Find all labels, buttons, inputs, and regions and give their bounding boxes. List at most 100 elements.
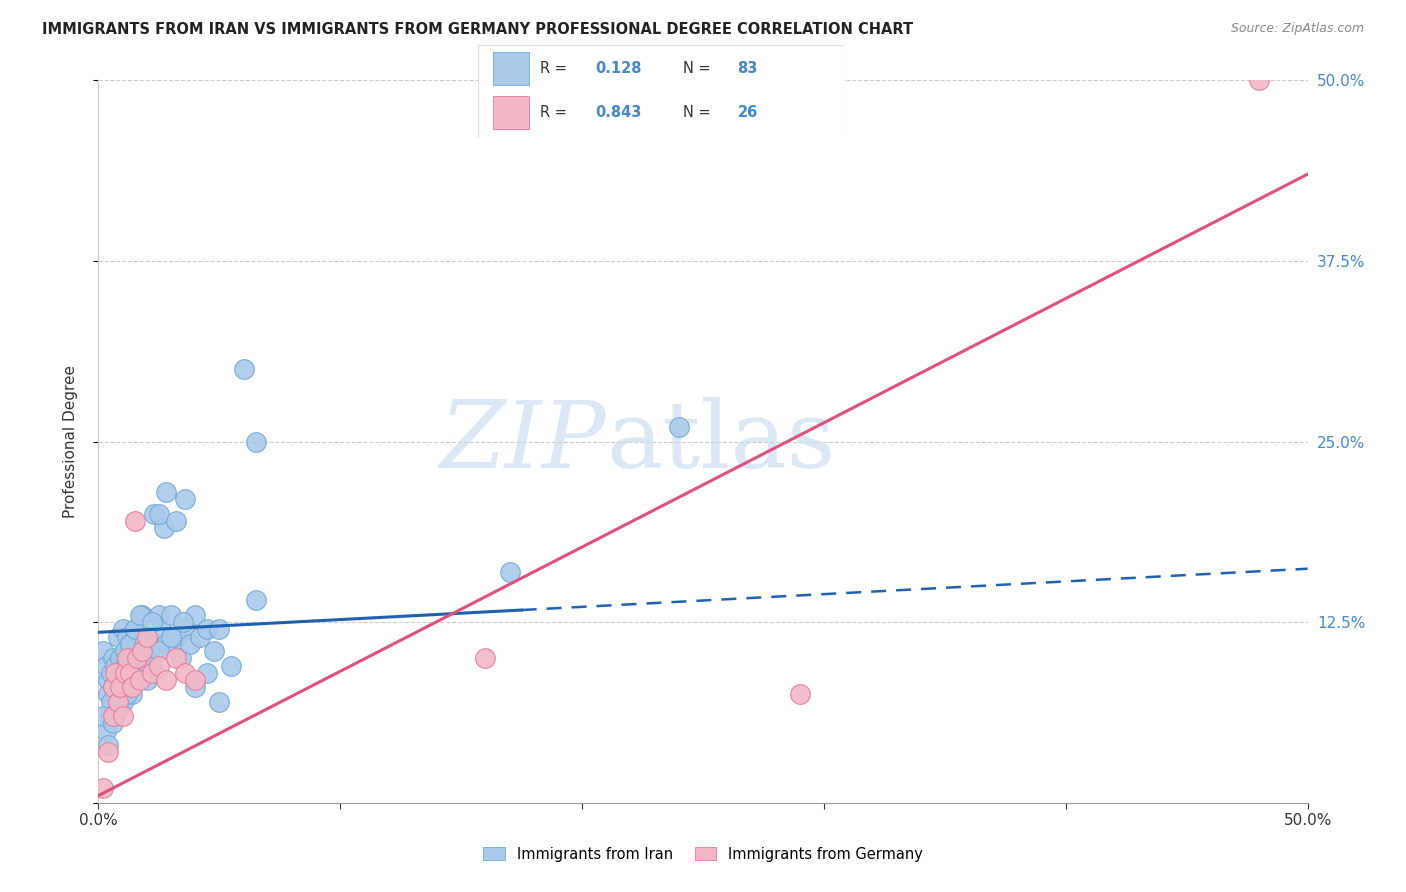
Point bbox=[124, 665, 146, 680]
Bar bbox=[492, 52, 529, 85]
Point bbox=[184, 680, 207, 694]
Point bbox=[91, 644, 114, 658]
Point bbox=[145, 637, 167, 651]
Point bbox=[184, 673, 207, 687]
Point bbox=[138, 644, 160, 658]
Point bbox=[111, 665, 134, 680]
Point bbox=[221, 658, 243, 673]
Point bbox=[474, 651, 496, 665]
Point bbox=[121, 687, 143, 701]
Point bbox=[135, 658, 157, 673]
Point bbox=[107, 673, 129, 687]
Point bbox=[245, 593, 267, 607]
Point bbox=[174, 492, 197, 507]
Point bbox=[114, 665, 136, 680]
Point bbox=[111, 695, 134, 709]
Point bbox=[100, 665, 122, 680]
Text: atlas: atlas bbox=[606, 397, 835, 486]
Point bbox=[134, 651, 156, 665]
Text: 26: 26 bbox=[738, 105, 758, 120]
Point bbox=[124, 623, 146, 637]
Point bbox=[135, 673, 157, 687]
Point bbox=[184, 607, 207, 622]
Point bbox=[148, 658, 170, 673]
Point bbox=[155, 637, 177, 651]
Point bbox=[117, 687, 139, 701]
Point bbox=[131, 644, 153, 658]
Point bbox=[107, 695, 129, 709]
Point bbox=[135, 630, 157, 644]
Point bbox=[155, 485, 177, 500]
Point bbox=[121, 651, 143, 665]
Text: Source: ZipAtlas.com: Source: ZipAtlas.com bbox=[1230, 22, 1364, 36]
Point bbox=[169, 651, 191, 665]
Point bbox=[172, 615, 194, 630]
Point bbox=[101, 680, 124, 694]
Point bbox=[91, 709, 114, 723]
Point bbox=[108, 680, 131, 694]
Point bbox=[104, 665, 127, 680]
Point bbox=[148, 507, 170, 521]
Point bbox=[165, 514, 187, 528]
Point bbox=[208, 695, 231, 709]
Point bbox=[204, 644, 226, 658]
Y-axis label: Professional Degree: Professional Degree bbox=[63, 365, 77, 518]
Point bbox=[100, 709, 122, 723]
Point bbox=[100, 695, 122, 709]
Point bbox=[104, 658, 127, 673]
Point bbox=[208, 623, 231, 637]
Point bbox=[108, 651, 131, 665]
Text: ZIP: ZIP bbox=[440, 397, 606, 486]
Point bbox=[188, 630, 211, 644]
Point bbox=[111, 623, 134, 637]
Point bbox=[121, 680, 143, 694]
Point bbox=[1249, 73, 1271, 87]
Point bbox=[150, 623, 173, 637]
Point bbox=[117, 630, 139, 644]
Point bbox=[498, 565, 520, 579]
Point bbox=[97, 687, 120, 701]
Point bbox=[94, 723, 117, 738]
Point bbox=[104, 687, 127, 701]
Point bbox=[179, 637, 201, 651]
Point bbox=[101, 709, 124, 723]
Text: 0.843: 0.843 bbox=[595, 105, 641, 120]
Point bbox=[118, 637, 141, 651]
Bar bbox=[492, 96, 529, 129]
Point bbox=[127, 673, 149, 687]
Point bbox=[131, 607, 153, 622]
Point bbox=[668, 420, 690, 434]
Point bbox=[97, 745, 120, 759]
Point bbox=[101, 680, 124, 694]
Point bbox=[127, 651, 149, 665]
Point bbox=[148, 644, 170, 658]
Point bbox=[94, 658, 117, 673]
Text: 0.128: 0.128 bbox=[595, 61, 641, 76]
Point bbox=[128, 607, 150, 622]
Point bbox=[155, 673, 177, 687]
Point bbox=[141, 615, 163, 630]
Point bbox=[107, 630, 129, 644]
Text: N =: N = bbox=[683, 61, 716, 76]
Point bbox=[118, 680, 141, 694]
Point bbox=[114, 673, 136, 687]
Point bbox=[160, 630, 183, 644]
Point bbox=[114, 658, 136, 673]
Text: 83: 83 bbox=[738, 61, 758, 76]
Point bbox=[174, 665, 197, 680]
Point bbox=[118, 637, 141, 651]
Point bbox=[117, 651, 139, 665]
Point bbox=[124, 623, 146, 637]
Point bbox=[127, 637, 149, 651]
Text: IMMIGRANTS FROM IRAN VS IMMIGRANTS FROM GERMANY PROFESSIONAL DEGREE CORRELATION : IMMIGRANTS FROM IRAN VS IMMIGRANTS FROM … bbox=[42, 22, 914, 37]
Point bbox=[114, 644, 136, 658]
Point bbox=[245, 434, 267, 449]
Point bbox=[111, 709, 134, 723]
Text: R =: R = bbox=[540, 105, 572, 120]
Point bbox=[141, 665, 163, 680]
Point bbox=[104, 709, 127, 723]
Point bbox=[195, 623, 218, 637]
Point bbox=[101, 651, 124, 665]
Legend: Immigrants from Iran, Immigrants from Germany: Immigrants from Iran, Immigrants from Ge… bbox=[477, 841, 929, 868]
Point bbox=[134, 637, 156, 651]
